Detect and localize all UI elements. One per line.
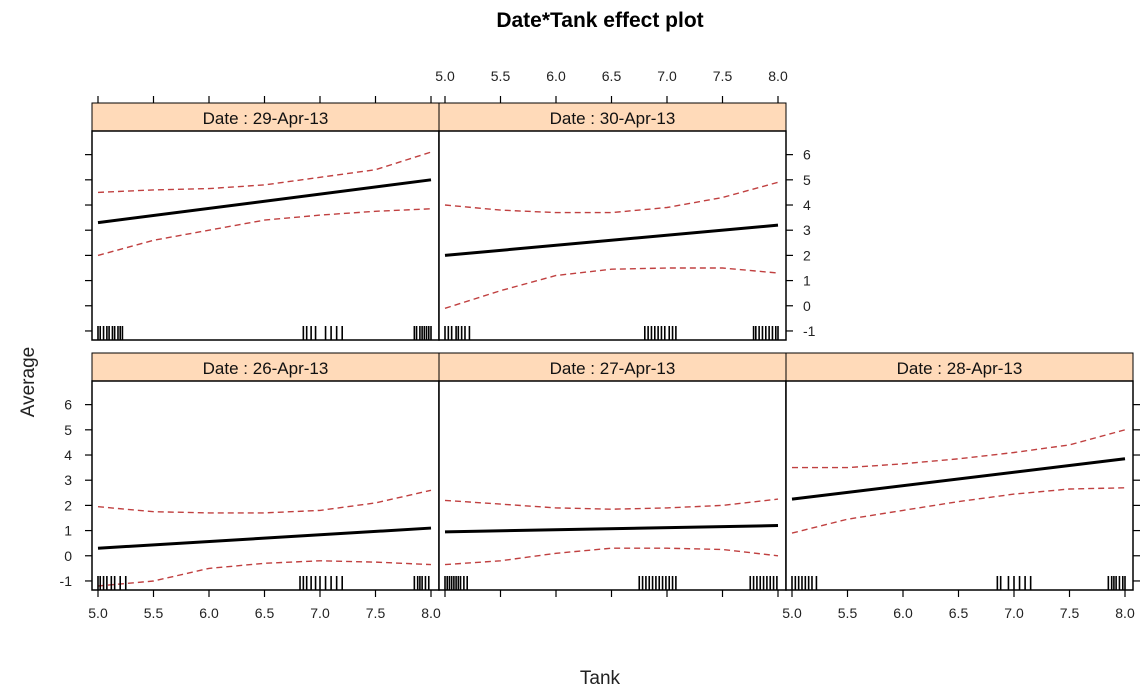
fitted-effect-line bbox=[444, 223, 779, 257]
panel-frame bbox=[438, 380, 787, 591]
panel-3: Date : 26-Apr-13 5.0 5.5 6.0 6.5 7.0 7.5 8.0 -1 0… bbox=[60, 352, 441, 621]
y-tick-label: 0 bbox=[64, 548, 72, 564]
x-tick-label: 8.0 bbox=[1115, 605, 1135, 621]
x-tick-label: 5.5 bbox=[491, 68, 511, 84]
x-tick-label: 5.0 bbox=[88, 605, 108, 621]
x-tick-label: 7.5 bbox=[1060, 605, 1080, 621]
panel-strip bbox=[91, 102, 440, 132]
panel-frame bbox=[91, 380, 440, 591]
x-tick-label: 6.0 bbox=[893, 605, 913, 621]
x-tick-label: 7.5 bbox=[713, 68, 733, 84]
x-tick-label: 8.0 bbox=[768, 68, 788, 84]
panel-strip-label: Date : 29-Apr-13 bbox=[203, 109, 329, 128]
y-tick-label: -1 bbox=[60, 573, 73, 589]
fitted-effect-line bbox=[97, 526, 432, 550]
x-tick-label: 8.0 bbox=[421, 605, 441, 621]
y-tick-label: 5 bbox=[64, 422, 72, 438]
panel-strip bbox=[91, 352, 440, 382]
y-tick-label: 3 bbox=[64, 472, 72, 488]
panel-marks bbox=[444, 181, 779, 340]
chart-title: Date*Tank effect plot bbox=[496, 9, 703, 32]
upper-confidence-line bbox=[444, 181, 779, 214]
upper-confidence-line bbox=[792, 429, 1126, 469]
x-tick-label: 6.0 bbox=[199, 605, 219, 621]
lower-confidence-line bbox=[97, 560, 432, 587]
lower-confidence-line bbox=[444, 267, 779, 309]
panel-4: Date : 27-Apr-13 bbox=[438, 352, 787, 597]
x-tick-label: 6.5 bbox=[255, 605, 275, 621]
x-tick-label: 7.0 bbox=[657, 68, 677, 84]
panels-layer: Date : 29-Apr-13 Date : 30-Apr-13 5.0 5.5 6.… bbox=[60, 68, 1140, 621]
panel-strip-label: Date : 26-Apr-13 bbox=[203, 359, 329, 378]
x-tick-label: 5.5 bbox=[838, 605, 858, 621]
x-tick-label: 7.0 bbox=[1004, 605, 1024, 621]
y-tick-label: 2 bbox=[803, 247, 811, 263]
y-axis-title: Average bbox=[18, 347, 39, 417]
panel-5: Date : 28-Apr-13 5.0 5.5 6.0 6.5 7.0 7.5 8.0 bbox=[782, 352, 1140, 621]
panel-strip-label: Date : 30-Apr-13 bbox=[550, 109, 676, 128]
upper-confidence-line bbox=[97, 489, 432, 514]
panel-strip bbox=[438, 352, 787, 382]
y-tick-label: 4 bbox=[64, 447, 72, 463]
panel-frame bbox=[438, 130, 787, 341]
y-tick-label: 6 bbox=[803, 147, 811, 163]
upper-confidence-line bbox=[97, 151, 432, 194]
y-tick-label: 4 bbox=[803, 197, 811, 213]
panel-marks bbox=[791, 429, 1126, 590]
panel-strip bbox=[785, 352, 1134, 382]
panel-marks bbox=[444, 498, 779, 590]
panel-frame bbox=[785, 380, 1134, 591]
y-tick-label: 1 bbox=[64, 523, 72, 539]
x-tick-label: 6.0 bbox=[546, 68, 566, 84]
x-tick-label: 6.5 bbox=[602, 68, 622, 84]
x-tick-label: 7.0 bbox=[310, 605, 330, 621]
x-tick-label: 5.5 bbox=[144, 605, 164, 621]
x-tick-label: 5.0 bbox=[782, 605, 802, 621]
panel-2: Date : 30-Apr-13 5.0 5.5 6.0 6.5 7.0 7.5 8.0 -1 0… bbox=[435, 68, 816, 341]
fitted-effect-line bbox=[97, 178, 432, 225]
lower-confidence-line bbox=[97, 208, 432, 257]
x-tick-label: 6.5 bbox=[949, 605, 969, 621]
y-tick-label: -1 bbox=[803, 323, 816, 339]
panel-1: Date : 29-Apr-13 bbox=[85, 96, 440, 341]
panel-marks bbox=[97, 151, 432, 340]
y-tick-label: 5 bbox=[803, 172, 811, 188]
fitted-effect-line bbox=[791, 457, 1126, 501]
x-tick-label: 7.5 bbox=[366, 605, 386, 621]
fitted-effect-line bbox=[444, 524, 779, 534]
lower-confidence-line bbox=[791, 487, 1126, 534]
panel-marks bbox=[97, 489, 432, 590]
x-tick-label: 5.0 bbox=[435, 68, 455, 84]
y-tick-label: 6 bbox=[64, 397, 72, 413]
x-axis-title: Tank bbox=[580, 668, 621, 689]
panel-strip bbox=[438, 102, 787, 132]
upper-confidence-line bbox=[444, 498, 779, 510]
y-tick-label: 3 bbox=[803, 222, 811, 238]
lower-confidence-line bbox=[444, 547, 779, 566]
panel-strip-label: Date : 27-Apr-13 bbox=[550, 359, 676, 378]
panel-strip-label: Date : 28-Apr-13 bbox=[897, 359, 1023, 378]
y-tick-label: 1 bbox=[803, 273, 811, 289]
y-tick-label: 0 bbox=[803, 298, 811, 314]
panel-frame bbox=[91, 130, 440, 341]
y-tick-label: 2 bbox=[64, 497, 72, 513]
